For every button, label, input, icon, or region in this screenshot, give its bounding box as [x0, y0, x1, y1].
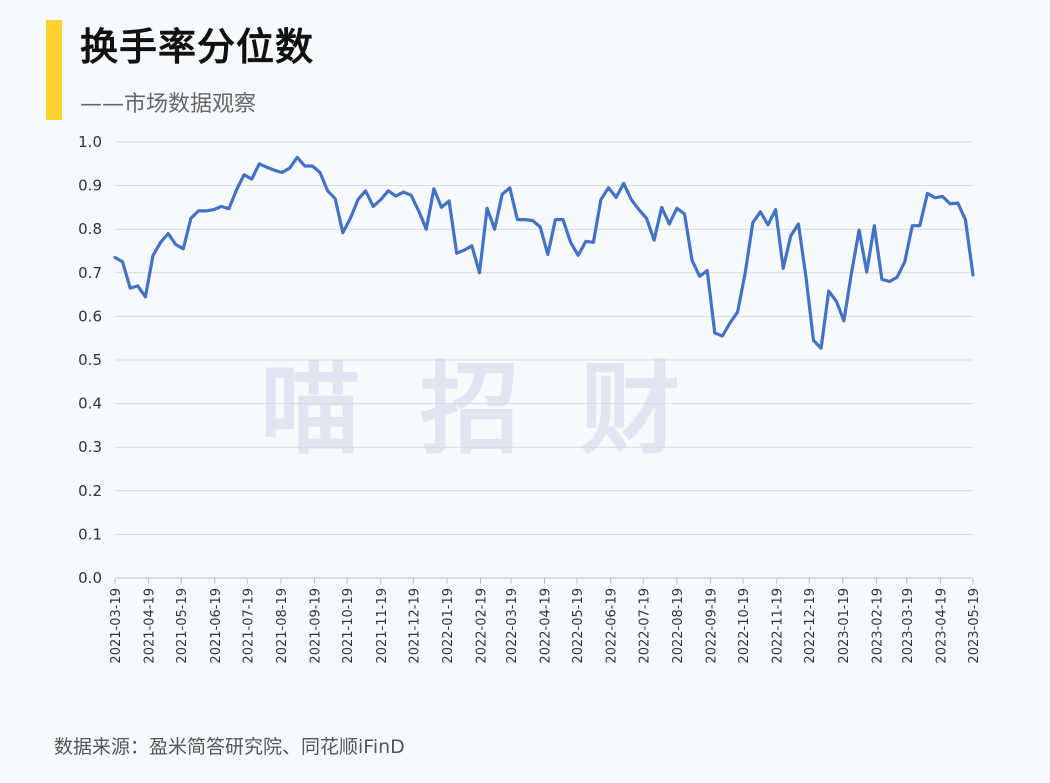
y-tick-label: 0.3 — [78, 438, 102, 456]
source-note: 数据来源：盈米简答研究院、同花顺iFinD — [54, 736, 405, 758]
y-tick-label: 1.0 — [78, 133, 102, 151]
x-tick-label: 2022-03-19 — [505, 588, 520, 664]
x-tick-label: 2021-03-19 — [109, 588, 124, 664]
x-axis: 2021-03-19 2021-04-19 2021-05-19 2021-06-19… — [109, 577, 982, 664]
y-tick-label: 0.1 — [78, 525, 102, 543]
x-tick-label: 2021-05-19 — [175, 588, 190, 664]
page-subtitle: ——市场数据观察 — [80, 92, 257, 117]
x-tick-label: 2022-11-19 — [771, 588, 786, 664]
x-tick-label: 2021-12-19 — [407, 588, 422, 664]
x-tick-label: 2021-10-19 — [341, 588, 356, 664]
x-tick-label: 2022-12-19 — [803, 588, 818, 664]
y-axis: 0.0 0.1 0.2 0.3 0.4 0.5 0.6 0.7 0.8 0.9 1.0 — [78, 133, 102, 587]
y-tick-label: 0.7 — [78, 264, 102, 282]
x-tick-label: 2023-05-19 — [967, 588, 982, 664]
x-tick-label: 2022-02-19 — [475, 588, 490, 664]
x-tick-label: 2022-04-19 — [539, 588, 554, 664]
x-tick-label: 2021-11-19 — [375, 588, 390, 664]
x-tick-label: 2022-05-19 — [571, 588, 586, 664]
x-tick-label: 2021-09-19 — [309, 588, 324, 664]
x-tick-label: 2023-01-19 — [837, 588, 852, 664]
x-tick-label: 2022-06-19 — [605, 588, 620, 664]
x-tick-label: 2021-08-19 — [275, 588, 290, 664]
x-tick-label: 2021-04-19 — [143, 588, 158, 664]
y-tick-label: 0.9 — [78, 177, 102, 195]
x-tick-label: 2022-01-19 — [441, 588, 456, 664]
y-tick-label: 0.5 — [78, 351, 102, 369]
x-tick-label: 2023-04-19 — [934, 588, 949, 664]
x-tick-label: 2021-06-19 — [209, 588, 224, 664]
series-layer — [113, 155, 975, 350]
page-title: 换手率分位数 — [80, 25, 315, 69]
x-tick-label: 2023-02-19 — [870, 588, 885, 664]
series-line — [113, 155, 975, 350]
x-tick-label: 2022-09-19 — [705, 588, 720, 664]
x-tick-label: 2021-07-19 — [241, 588, 256, 664]
y-tick-label: 0.4 — [78, 395, 102, 413]
x-tick-label: 2022-10-19 — [737, 588, 752, 664]
grid-lines — [115, 141, 973, 535]
accent-bar — [46, 20, 62, 120]
x-tick-label: 2022-08-19 — [671, 588, 686, 664]
x-tick-label: 2022-07-19 — [637, 588, 652, 664]
y-tick-label: 0.6 — [78, 307, 102, 325]
x-tick-label: 2023-03-19 — [901, 588, 916, 664]
y-tick-label: 0.2 — [78, 482, 102, 500]
y-tick-label: 0.8 — [78, 220, 102, 238]
y-tick-label: 0.0 — [78, 569, 102, 587]
